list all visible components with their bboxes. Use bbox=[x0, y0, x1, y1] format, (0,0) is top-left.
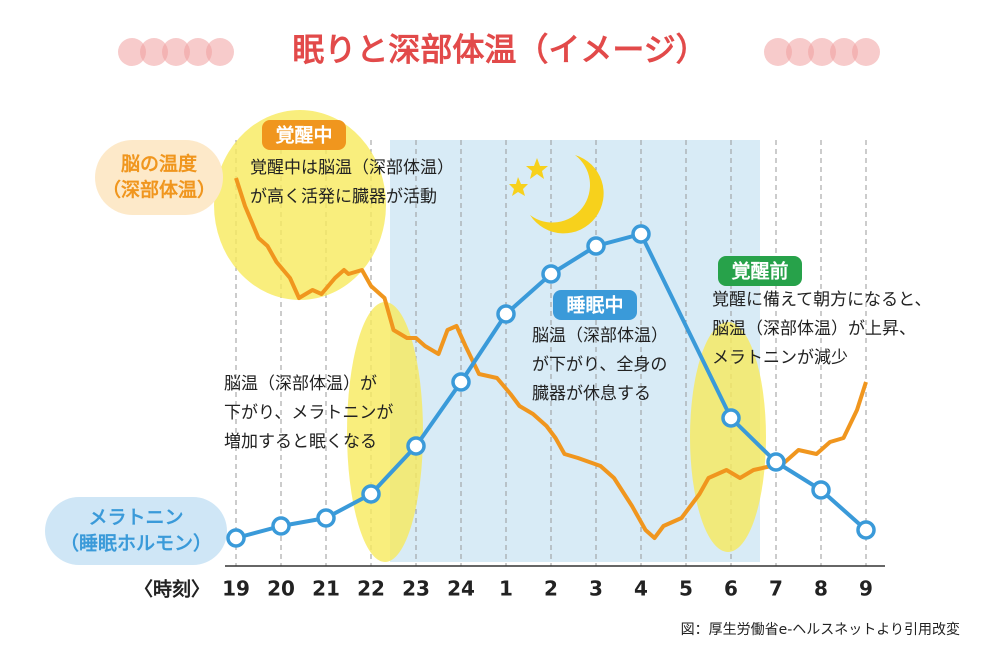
x-tick-label: 21 bbox=[312, 577, 340, 601]
x-tick-label: 3 bbox=[589, 577, 603, 601]
annotation-text: メラトニンが減少 bbox=[712, 348, 848, 368]
x-tick-label: 20 bbox=[267, 577, 295, 601]
badge bbox=[718, 256, 802, 286]
point bbox=[721, 408, 741, 428]
point bbox=[766, 452, 786, 472]
annotation-text: 覚醒中は脳温（深部体温） bbox=[250, 158, 454, 178]
highlight bbox=[214, 110, 386, 300]
annotation-text: が下がり、全身の bbox=[532, 355, 667, 375]
annotation-text: 増加すると眠くなる bbox=[224, 432, 377, 452]
badge bbox=[553, 290, 637, 320]
series-line bbox=[234, 177, 868, 540]
legend-label: （睡眠ホルモン） bbox=[60, 532, 212, 555]
source: 図：厚生労働省e-ヘルスネットより引用改変 bbox=[681, 621, 960, 638]
badge bbox=[262, 120, 346, 150]
x-tick-label: 22 bbox=[357, 577, 385, 601]
legend-box bbox=[95, 140, 223, 215]
x-tick-label: 23 bbox=[402, 577, 430, 601]
legend-label: メラトニン bbox=[88, 507, 183, 529]
point bbox=[856, 520, 876, 540]
annotation-text: 臓器が休息する bbox=[532, 384, 651, 404]
annotation-text: 覚醒に備えて朝方になると、 bbox=[712, 290, 931, 310]
point bbox=[226, 528, 246, 548]
x-tick-label: 19 bbox=[222, 577, 250, 601]
point bbox=[541, 264, 561, 284]
point bbox=[361, 484, 381, 504]
title-decoration bbox=[118, 38, 880, 66]
point bbox=[811, 480, 831, 500]
x-tick-label: 6 bbox=[724, 577, 738, 601]
point bbox=[586, 236, 606, 256]
badge-label: 覚醒中 bbox=[275, 124, 332, 147]
x-tick-label: 2 bbox=[544, 577, 558, 601]
point bbox=[316, 508, 336, 528]
x-tick-label: 8 bbox=[814, 577, 828, 601]
x-tick-label: 7 bbox=[769, 577, 783, 601]
x-tick-label: 4 bbox=[634, 577, 648, 601]
x-tick-label: 1 bbox=[499, 577, 513, 601]
point bbox=[271, 516, 291, 536]
legend-label: 脳の温度 bbox=[120, 152, 198, 175]
legend-label: （深部体温） bbox=[102, 178, 216, 201]
chart-title: 眠りと深部体温（イメージ） bbox=[292, 31, 707, 69]
annotation-text: 脳温（深部体温） bbox=[532, 326, 668, 346]
x-axis-label: 〈時刻〉 bbox=[134, 578, 210, 601]
legend-box bbox=[45, 497, 227, 565]
moon-stars bbox=[509, 155, 604, 234]
highlight bbox=[690, 322, 766, 552]
badge-label: 覚醒前 bbox=[731, 260, 788, 283]
annotation-text: が高く活発に臓器が活動 bbox=[250, 187, 437, 207]
point bbox=[496, 304, 516, 324]
annotation-text: 脳温（深部体温）が上昇、 bbox=[712, 319, 916, 339]
annotation-text: 下がり、メラトニンが bbox=[224, 403, 393, 423]
point bbox=[406, 436, 426, 456]
annotation-text: 脳温（深部体温）が bbox=[224, 374, 377, 394]
point bbox=[451, 372, 471, 392]
x-tick-label: 5 bbox=[679, 577, 693, 601]
x-tick-label: 9 bbox=[859, 577, 873, 601]
x-tick-label: 24 bbox=[447, 577, 475, 601]
point bbox=[631, 224, 651, 244]
badge-label: 睡眠中 bbox=[566, 294, 623, 317]
